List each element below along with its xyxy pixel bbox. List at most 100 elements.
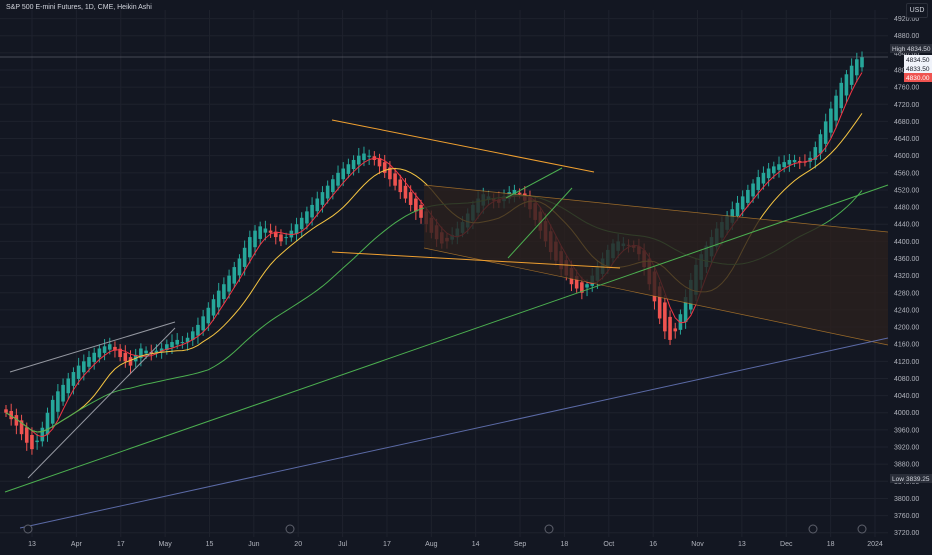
candle-body — [154, 350, 159, 353]
candle-body — [82, 361, 86, 373]
y-tick-label: 3880.00 — [894, 462, 919, 469]
y-tick-label: 4400.00 — [894, 239, 919, 246]
y-tick-label: 4480.00 — [894, 205, 919, 212]
early-channel-upper — [9, 321, 176, 373]
candle-body — [673, 328, 678, 332]
candle-body — [263, 228, 268, 233]
price-tag-bg — [904, 73, 932, 82]
candle-body — [388, 167, 392, 180]
x-tick-label: 18 — [561, 541, 569, 548]
y-tick-label: 3760.00 — [894, 513, 919, 520]
candle-body — [289, 230, 294, 238]
x-tick-label: Jun — [248, 541, 259, 548]
event-marker-icon — [808, 524, 818, 534]
candle-body — [268, 230, 273, 233]
candle-body — [585, 284, 589, 288]
candle-body — [165, 344, 169, 350]
candle-body — [102, 346, 107, 353]
candle-body — [190, 331, 195, 340]
candle-body — [346, 164, 351, 174]
y-tick-label: 4000.00 — [894, 410, 919, 417]
channel-top-edge — [423, 184, 889, 233]
candle-body — [356, 155, 361, 165]
candle-body — [50, 399, 55, 424]
y-tick-label: 4080.00 — [894, 376, 919, 383]
candle-body — [30, 435, 34, 450]
x-tick-label: 20 — [294, 541, 302, 548]
candle-body — [40, 427, 45, 442]
price-tag-value: 4833.50 — [906, 66, 930, 73]
candle-body — [341, 168, 346, 180]
candle-body — [56, 391, 60, 412]
y-tick-label: 4680.00 — [894, 119, 919, 126]
y-tick-label: 4720.00 — [894, 102, 919, 109]
candle-body — [657, 286, 662, 319]
x-tick-label: 17 — [383, 541, 391, 548]
early-channel-lower — [27, 327, 176, 479]
candle-body — [377, 158, 382, 167]
candle-body — [367, 155, 371, 157]
candle-body — [76, 365, 81, 379]
event-marker-icon — [857, 524, 867, 534]
candle-body — [393, 173, 397, 186]
candle-body — [792, 159, 797, 163]
rising-wedge-lower — [507, 187, 573, 259]
candle-body — [683, 297, 688, 323]
candle-body — [248, 237, 252, 258]
candle-body — [227, 275, 231, 292]
rising-wedge-upper — [505, 167, 563, 199]
y-tick-label: 4280.00 — [894, 290, 919, 297]
high-tag-bg — [890, 44, 906, 53]
candle-body — [273, 231, 278, 238]
x-tick-label: 14 — [472, 541, 480, 548]
candle-body — [299, 217, 304, 230]
y-tick-label: 4200.00 — [894, 325, 919, 332]
candle-body — [761, 172, 766, 184]
x-tick-label: Oct — [603, 541, 614, 548]
candle-body — [834, 95, 838, 121]
candle-body — [253, 230, 257, 248]
event-marker-icon — [285, 524, 295, 534]
price-tag-bg — [904, 55, 932, 64]
candle-body — [574, 276, 579, 289]
candle-body — [170, 342, 174, 348]
candle-body — [855, 59, 859, 76]
long-term-support-line — [4, 184, 889, 493]
y-tick-label: 4600.00 — [894, 153, 919, 160]
candle-body — [517, 192, 522, 195]
candle-body — [772, 166, 776, 174]
candle-body — [808, 157, 812, 162]
candle-body — [139, 348, 143, 359]
candle-body — [35, 440, 39, 443]
candle-body — [175, 339, 179, 345]
candle-body — [829, 108, 833, 133]
candle-body — [751, 183, 755, 197]
candle-body — [14, 415, 19, 426]
candle-body — [351, 159, 356, 170]
channel-lower-trendline — [331, 251, 621, 269]
candle-body — [45, 412, 50, 435]
candle-body — [159, 348, 164, 352]
candle-body — [216, 290, 221, 308]
candle-body — [756, 177, 761, 190]
high-value-bg — [906, 44, 932, 53]
candle-body — [580, 282, 584, 293]
candle-body — [403, 185, 408, 199]
candle-body — [777, 164, 781, 170]
symbol-title: S&P 500 E-mini Futures, 1D, CME, Heikin … — [6, 4, 152, 11]
candle-body — [211, 299, 216, 316]
long-term-lower-line — [19, 337, 889, 529]
x-tick-label: 13 — [28, 541, 36, 548]
candle-body — [279, 234, 283, 242]
candle-body — [844, 74, 849, 96]
y-tick-label: 4360.00 — [894, 256, 919, 263]
candle-body — [258, 226, 263, 239]
candle-body — [24, 427, 29, 443]
candle-body — [305, 211, 309, 224]
x-tick-label: Aug — [425, 541, 438, 548]
y-tick-label: 4240.00 — [894, 307, 919, 314]
currency-button[interactable]: USD — [906, 3, 928, 18]
candle-body — [242, 247, 247, 267]
